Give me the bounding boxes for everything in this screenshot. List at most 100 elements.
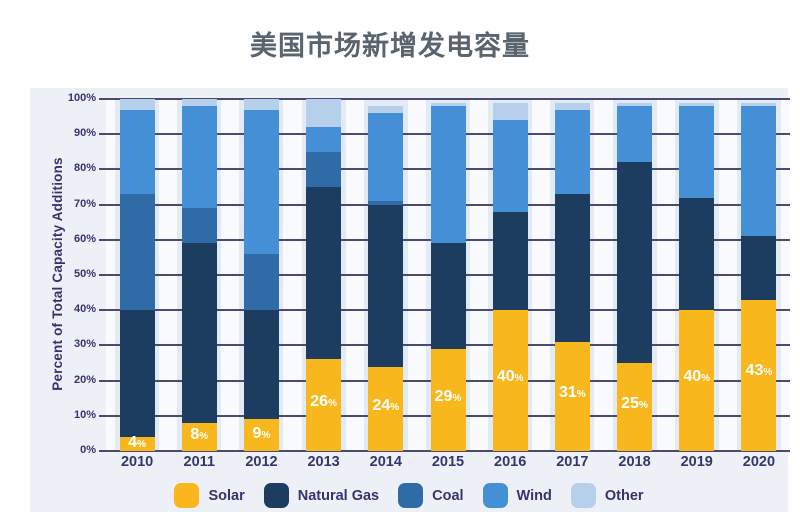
- y-tick-mark-50%: [99, 274, 107, 276]
- legend-swatch-other: [570, 483, 596, 508]
- x-axis-label-2013: 2013: [307, 454, 340, 470]
- legend-label-wind: Wind: [516, 487, 552, 504]
- y-tick-mark-40%: [99, 309, 107, 312]
- bar-segment-natural-gas-2010: [119, 310, 155, 437]
- y-tick-mark-0%: [99, 450, 107, 452]
- bar-segment-coal-2012: [243, 253, 279, 311]
- bar-segment-other-2015: [430, 102, 466, 107]
- bar-value-label-2010: 4%: [128, 433, 146, 451]
- bar-segment-natural-gas-2014: [368, 204, 404, 367]
- y-tick-mark-90%: [99, 133, 107, 136]
- y-tick-label-0%: 0%: [80, 444, 96, 456]
- x-axis-label-2020: 2020: [742, 454, 776, 470]
- y-tick-label-40%: 40%: [73, 303, 96, 316]
- legend-swatch-natural-gas: [263, 483, 289, 508]
- y-tick-label-10%: 10%: [73, 408, 96, 421]
- y-tick-mark-60%: [99, 238, 107, 241]
- bar-segment-natural-gas-2018: [617, 162, 653, 363]
- y-tick-mark-30%: [99, 344, 107, 347]
- bar-segment-solar-2013: [306, 359, 342, 451]
- bar-segment-natural-gas-2019: [679, 197, 715, 311]
- x-axis-label-2016: 2016: [494, 454, 527, 470]
- bar-segment-other-2012: [243, 99, 279, 110]
- x-axis-label-2010: 2010: [120, 454, 154, 470]
- bar-segment-solar-2018: [617, 363, 653, 451]
- bar-segment-other-2013: [306, 99, 342, 128]
- y-tick-mark-80%: [99, 168, 107, 171]
- legend-item-natural-gas: Natural Gas: [263, 483, 380, 508]
- bar-segment-other-2017: [554, 102, 590, 110]
- bar-value-label-2012: 9%: [252, 424, 271, 442]
- bar-segment-wind-2017: [554, 109, 590, 195]
- y-tick-label-50%: 50%: [73, 268, 96, 280]
- legend-label-solar: Solar: [208, 487, 245, 504]
- y-tick-mark-100%: [99, 98, 107, 100]
- x-axis-label-2018: 2018: [618, 454, 651, 470]
- bar-segment-coal-2010: [119, 194, 155, 311]
- y-tick-label-70%: 70%: [73, 197, 96, 210]
- bar-segment-natural-gas-2012: [243, 310, 279, 420]
- legend: Solar Natural Gas Coal Wind Other: [30, 483, 788, 508]
- bar-segment-coal-2014: [368, 201, 404, 205]
- y-tick-label-80%: 80%: [73, 162, 96, 175]
- bar-segment-coal-2011: [181, 208, 217, 244]
- bar-value-label-2014: 24%: [372, 397, 400, 415]
- y-tick-mark-10%: [99, 414, 107, 417]
- bar-value-label-2016: 40%: [496, 367, 524, 385]
- y-tick-mark-70%: [99, 203, 107, 206]
- gridline-100%: [106, 98, 790, 100]
- chart-title: 美国市场新增发电容量: [250, 31, 530, 61]
- bar-value-label-2011: 8%: [190, 426, 209, 444]
- bar-segment-wind-2013: [306, 127, 342, 152]
- bar-value-label-2013: 26%: [310, 393, 337, 411]
- bar-segment-wind-2012: [243, 109, 279, 254]
- bar-segment-other-2018: [617, 102, 653, 107]
- legend-swatch-solar: [174, 483, 200, 508]
- bar-segment-solar-2016: [492, 310, 528, 451]
- bar-value-label-2015: 29%: [434, 387, 462, 405]
- bar-segment-solar-2017: [554, 341, 590, 451]
- bar-segment-wind-2011: [181, 106, 217, 209]
- bar-segment-other-2016: [492, 102, 528, 121]
- bar-segment-wind-2018: [617, 106, 653, 163]
- y-tick-label-100%: 100%: [67, 92, 96, 104]
- legend-item-wind: Wind: [482, 483, 552, 508]
- bar-value-label-2018: 25%: [621, 395, 648, 413]
- bar-segment-wind-2015: [430, 106, 466, 244]
- y-tick-label-90%: 90%: [73, 127, 96, 140]
- bar-segment-solar-2011: [181, 422, 217, 451]
- x-axis-label-2017: 2017: [556, 454, 589, 470]
- legend-label-natural-gas: Natural Gas: [297, 487, 380, 504]
- bar-segment-natural-gas-2011: [181, 243, 217, 423]
- bar-value-label-2019: 40%: [683, 367, 711, 385]
- y-tick-mark-20%: [99, 379, 107, 382]
- legend-item-other: Other: [570, 483, 644, 508]
- bar-segment-wind-2014: [368, 113, 404, 202]
- legend-swatch-coal: [398, 483, 424, 508]
- bar-segment-solar-2015: [430, 348, 466, 451]
- bar-segment-solar-2010: [119, 436, 155, 451]
- legend-label-other: Other: [604, 487, 644, 504]
- x-axis-label-2015: 2015: [431, 454, 465, 470]
- bar-segment-coal-2013: [306, 151, 342, 187]
- y-tick-label-30%: 30%: [73, 338, 96, 351]
- x-axis-label-2012: 2012: [245, 454, 278, 470]
- bar-segment-wind-2020: [741, 106, 777, 237]
- gridline-0%: [106, 450, 790, 452]
- bar-segment-natural-gas-2017: [554, 194, 590, 342]
- bar-segment-solar-2012: [243, 419, 279, 451]
- legend-item-coal: Coal: [398, 483, 464, 508]
- legend-swatch-wind: [482, 483, 508, 508]
- plot-area: 4% 8% 9% 26% 24% 29% 40% 31% 25% 40% 43%: [106, 98, 790, 452]
- bar-segment-natural-gas-2013: [306, 187, 342, 360]
- bar-segment-solar-2014: [368, 366, 404, 451]
- bar-segment-natural-gas-2016: [492, 211, 528, 311]
- bar-segment-other-2010: [119, 99, 155, 110]
- bar-segment-natural-gas-2015: [430, 243, 466, 349]
- bar-value-label-2017: 31%: [559, 384, 586, 402]
- bar-segment-solar-2020: [741, 299, 777, 451]
- bar-segment-natural-gas-2020: [741, 236, 777, 300]
- x-axis-label-2014: 2014: [369, 454, 402, 470]
- chart-panel: Percent of Total Capacity Additions 4% 8%…: [30, 88, 790, 512]
